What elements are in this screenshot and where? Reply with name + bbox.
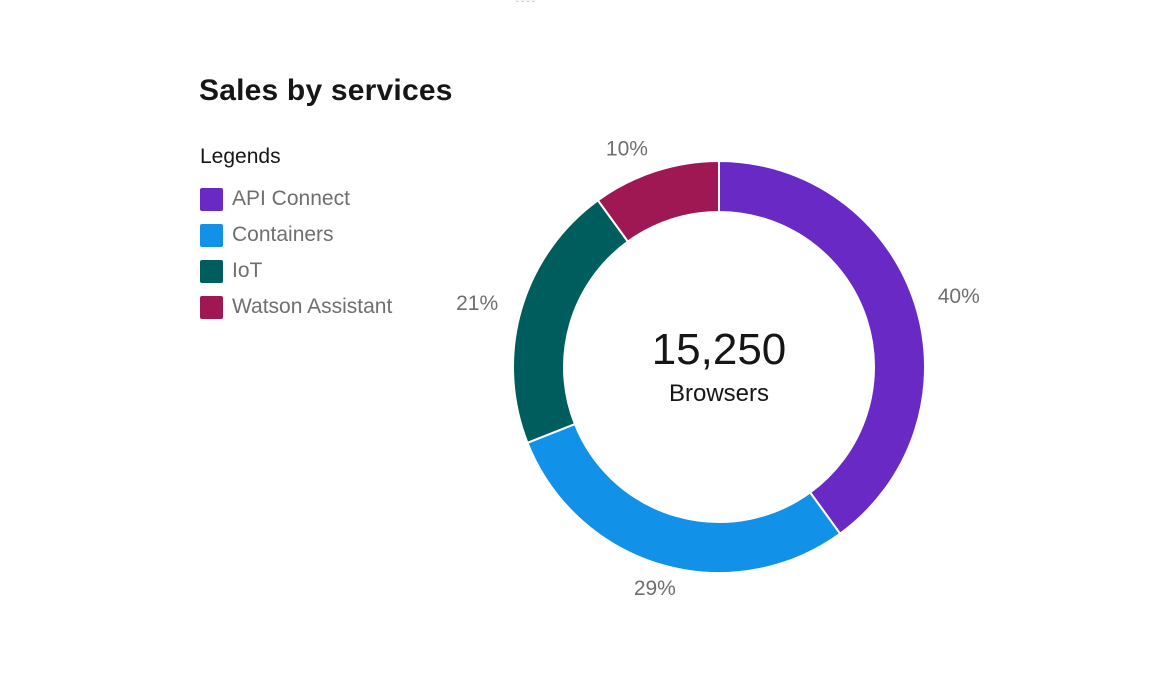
center-label: Browsers <box>669 380 769 407</box>
percent-label: 29% <box>634 577 676 600</box>
legend: Legends API Connect Containers IoT Watso… <box>200 145 392 325</box>
legend-item-api-connect[interactable]: API Connect <box>200 181 392 217</box>
legend-label: API Connect <box>232 187 350 210</box>
legend-label: Watson Assistant <box>232 295 393 318</box>
chart-title: Sales by services <box>199 74 453 107</box>
donut-slice-api-connect[interactable] <box>718 159 926 536</box>
legend-item-iot[interactable]: IoT <box>200 253 392 289</box>
donut-slice-iot[interactable] <box>512 198 630 445</box>
donut-slices <box>512 159 926 574</box>
percent-label: 40% <box>938 285 980 308</box>
percent-label: 10% <box>606 137 648 160</box>
legend-label: Containers <box>232 223 334 246</box>
donut-slice-containers[interactable] <box>526 422 842 574</box>
percent-label: 21% <box>456 292 498 315</box>
legend-label: IoT <box>232 259 263 282</box>
legend-heading: Legends <box>200 145 281 168</box>
donut-slice-watson-assistant[interactable] <box>596 159 720 243</box>
legend-swatch <box>200 295 223 319</box>
center-value: 15,250 <box>652 325 787 374</box>
drag-handle-icon: ˘˘˘˘ <box>516 0 538 11</box>
legend-swatch <box>200 259 223 283</box>
legend-swatch <box>200 187 223 211</box>
legend-item-containers[interactable]: Containers <box>200 217 392 253</box>
legend-swatch <box>200 223 223 247</box>
percent-labels: 40% 29% 21% 10% <box>456 137 980 600</box>
legend-item-watson-assistant[interactable]: Watson Assistant <box>200 289 392 325</box>
